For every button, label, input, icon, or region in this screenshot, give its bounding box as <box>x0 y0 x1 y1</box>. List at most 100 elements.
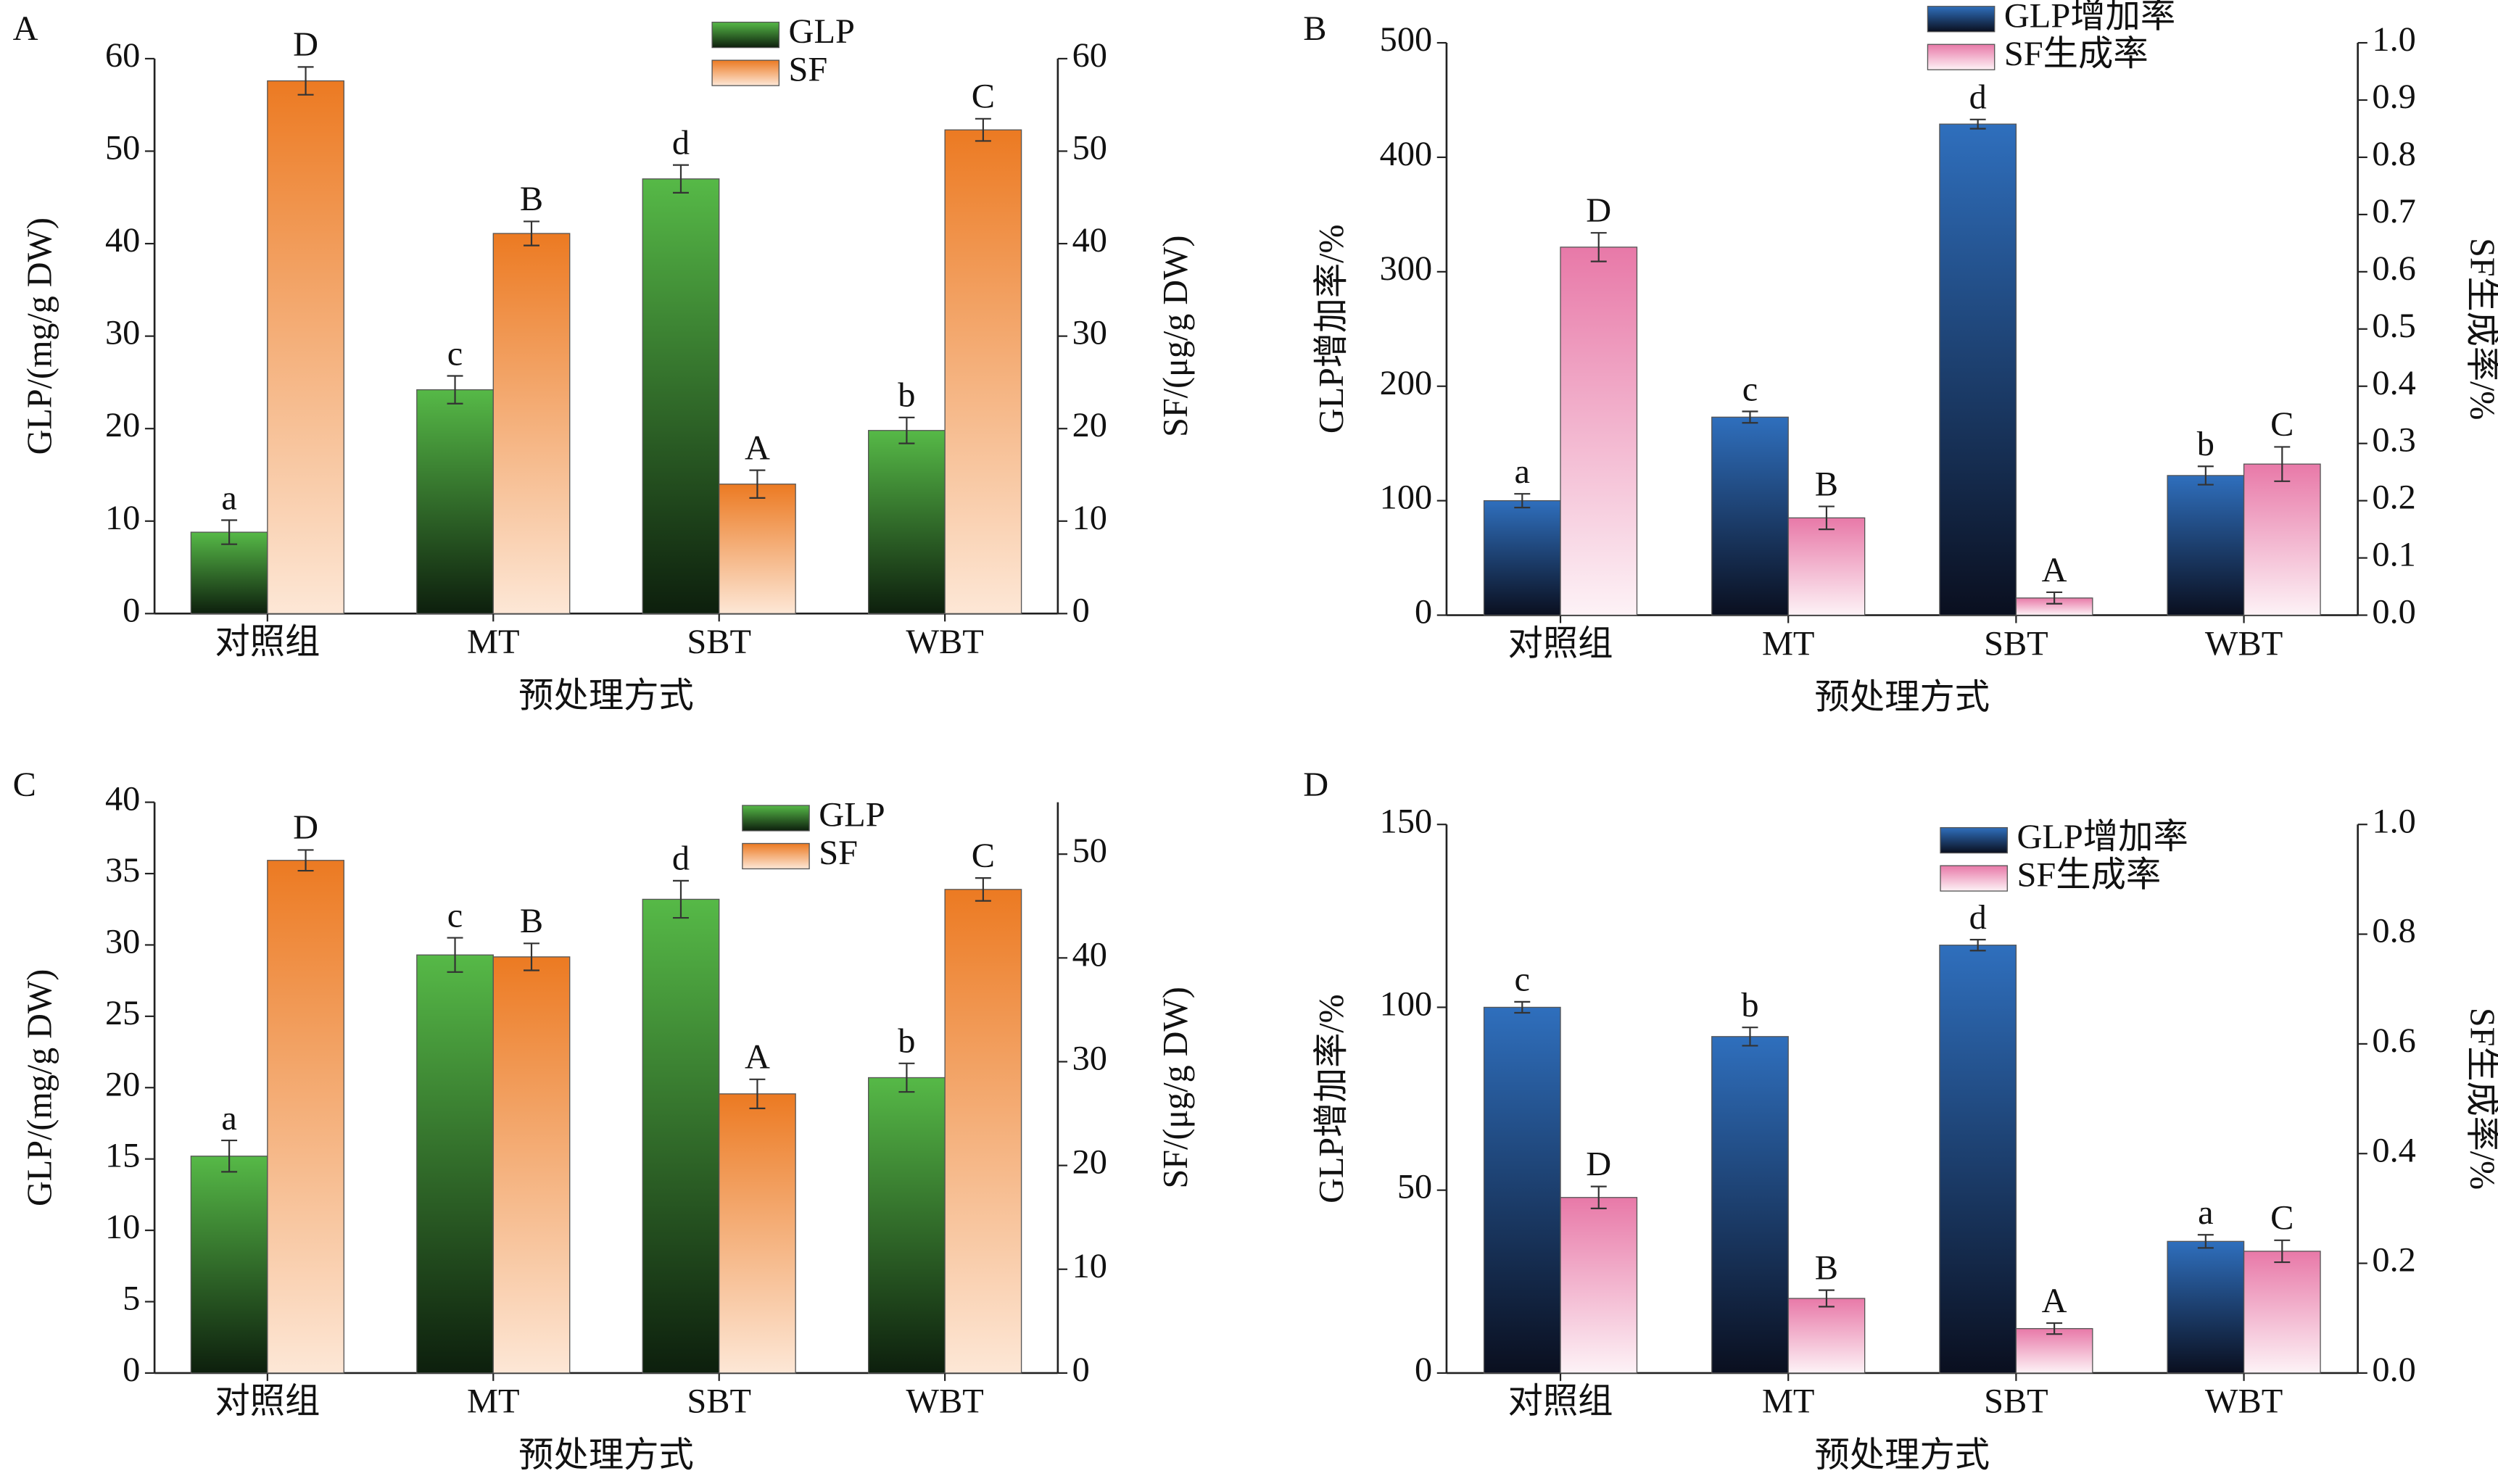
error-bar <box>2197 465 2214 486</box>
error-bar <box>749 1078 766 1109</box>
y-tick-label: 0 <box>1415 593 1432 631</box>
error-bar <box>2046 1322 2063 1335</box>
y2-tick-label: 20 <box>1072 1143 1107 1182</box>
y2-axis-label: SF生成率/% <box>2463 238 2498 420</box>
y-tick-label: 500 <box>1380 20 1432 59</box>
y-tick-label: 60 <box>105 36 140 75</box>
bar <box>868 1077 946 1374</box>
bar <box>1787 1298 1866 1374</box>
y-tick-label: 35 <box>105 851 140 890</box>
y2-tick-label: 0.9 <box>2372 78 2415 116</box>
y-tick-label: 300 <box>1380 249 1432 288</box>
significance-label: B <box>1815 1249 1838 1288</box>
y2-tick-label: 1.0 <box>2372 20 2415 59</box>
bar <box>1711 416 1789 616</box>
error-bar <box>2046 591 2063 605</box>
y-tick-label: 200 <box>1380 364 1432 402</box>
bar <box>1483 499 1561 616</box>
error-bar <box>221 1139 238 1173</box>
bar <box>642 898 720 1374</box>
bar <box>2015 1327 2093 1374</box>
y2-tick-label: 0.8 <box>2372 912 2415 950</box>
error-bar <box>524 942 539 971</box>
significance-label: d <box>1969 898 1987 937</box>
y2-tick-label: 20 <box>1072 406 1107 444</box>
y2-tick-label: 0.0 <box>2372 1351 2415 1389</box>
legend-swatch <box>711 59 780 86</box>
x-tick-label: SBT <box>1984 624 2048 663</box>
x-tick-label: MT <box>1762 1383 1814 1421</box>
y-tick-label: 0 <box>123 591 140 629</box>
significance-label: b <box>1741 986 1758 1024</box>
significance-label: d <box>672 124 690 162</box>
y-tick-label: 400 <box>1380 135 1432 173</box>
significance-label: a <box>2198 1193 2213 1232</box>
bar <box>1560 246 1638 616</box>
legend-swatch <box>742 842 810 870</box>
significance-label: B <box>1815 465 1838 503</box>
significance-label: b <box>898 1022 915 1061</box>
x-tick-label: 对照组 <box>1508 1383 1613 1421</box>
y2-tick-label: 0.8 <box>2372 135 2415 173</box>
error-bar <box>1969 939 1986 952</box>
x-tick-label: SBT <box>1984 1383 2048 1421</box>
legend-label: GLP增加率 <box>2017 818 2188 856</box>
error-bar <box>1969 118 1986 130</box>
significance-label: C <box>2270 1199 2294 1238</box>
bar <box>1483 1006 1561 1374</box>
y-tick-label: 40 <box>105 780 140 818</box>
y2-tick-label: 10 <box>1072 1247 1107 1285</box>
legend-swatch <box>711 21 780 49</box>
panel-label: C <box>13 766 36 804</box>
error-bar <box>672 879 689 919</box>
bar <box>944 129 1022 615</box>
error-bar <box>1590 1185 1607 1209</box>
error-bar <box>297 849 314 872</box>
bar <box>1939 123 2017 616</box>
bar <box>868 430 946 615</box>
significance-label: a <box>221 1099 236 1137</box>
legend-label: GLP <box>789 12 855 51</box>
legend-swatch <box>1940 865 2008 892</box>
significance-label: a <box>1515 452 1530 491</box>
bar <box>416 954 494 1374</box>
significance-label: c <box>1742 370 1758 408</box>
x-axis-label: 预处理方式 <box>518 677 694 716</box>
bar <box>642 178 720 615</box>
y2-tick-label: 1.0 <box>2372 802 2415 840</box>
y-tick-label: 30 <box>105 314 140 352</box>
bar <box>2167 1240 2245 1374</box>
error-bar <box>221 519 238 545</box>
bar <box>492 956 571 1374</box>
legend-label: SF生成率 <box>2004 35 2148 73</box>
error-bar <box>672 164 689 194</box>
y2-tick-label: 10 <box>1072 499 1107 537</box>
error-bar <box>1818 1289 1835 1308</box>
error-bar <box>898 416 915 444</box>
bar <box>2167 475 2245 616</box>
error-bar <box>447 375 463 405</box>
significance-label: B <box>520 902 543 940</box>
error-bar <box>2274 446 2291 482</box>
x-axis-label: 预处理方式 <box>1814 1436 1990 1475</box>
legend-label: GLP增加率 <box>2004 0 2175 35</box>
y-tick-label: 150 <box>1380 802 1432 840</box>
error-bar <box>975 877 991 902</box>
x-tick-label: SBT <box>687 1383 751 1421</box>
bar <box>267 860 344 1374</box>
legend-label: GLP <box>819 796 885 834</box>
error-bar <box>1514 493 1531 509</box>
legend-label: SF <box>819 834 858 872</box>
bar <box>2243 1251 2321 1374</box>
y2-tick-label: 0.1 <box>2372 536 2415 574</box>
significance-label: b <box>2197 425 2214 463</box>
y2-axis-label: SF生成率/% <box>2463 1008 2498 1190</box>
y2-tick-label: 0.0 <box>2372 593 2415 631</box>
bar <box>1711 1036 1789 1374</box>
error-bar <box>1742 410 1758 424</box>
panel-label: B <box>1303 9 1326 48</box>
x-tick-label: SBT <box>687 623 751 661</box>
y2-tick-label: 0.6 <box>2372 1021 2415 1060</box>
bar <box>719 484 796 615</box>
